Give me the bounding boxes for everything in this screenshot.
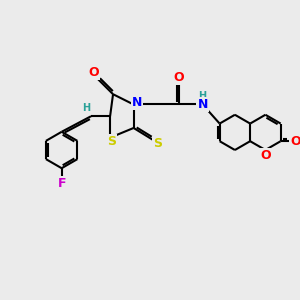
Text: O: O bbox=[260, 149, 271, 162]
Text: O: O bbox=[88, 66, 99, 79]
Text: H: H bbox=[198, 91, 206, 101]
Text: O: O bbox=[291, 135, 300, 148]
Text: S: S bbox=[107, 135, 116, 148]
Text: S: S bbox=[154, 137, 163, 150]
Text: F: F bbox=[57, 177, 66, 190]
Text: O: O bbox=[174, 71, 184, 84]
Text: N: N bbox=[197, 98, 208, 111]
Text: H: H bbox=[82, 103, 90, 113]
Text: N: N bbox=[132, 96, 142, 109]
